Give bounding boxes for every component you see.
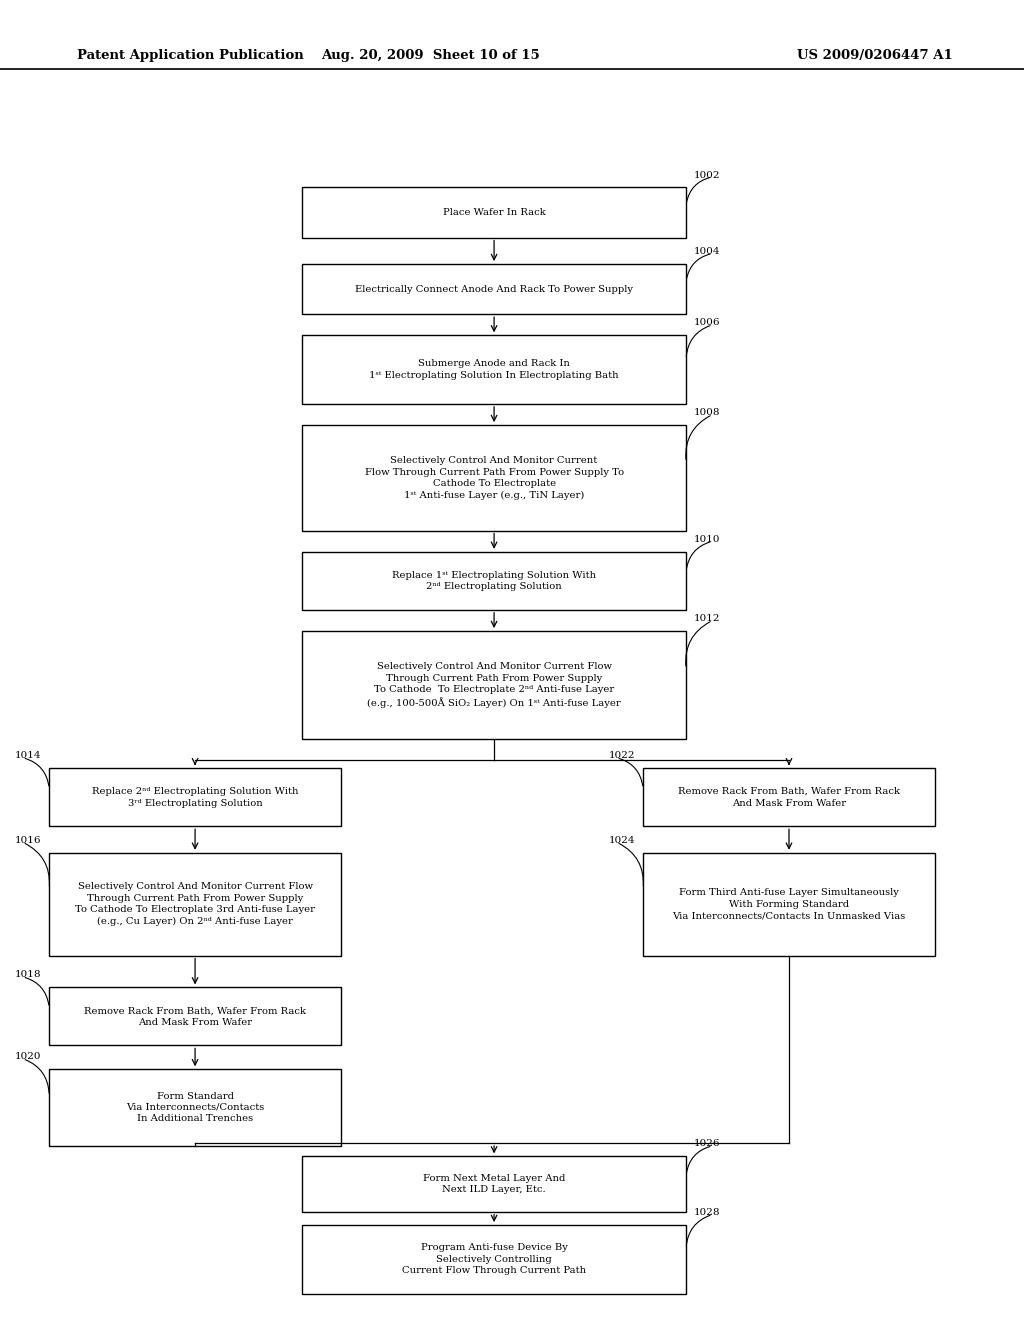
Text: 1008: 1008 (694, 408, 721, 417)
Bar (302, 335, 686, 404)
Text: Replace 2ⁿᵈ Electroplating Solution With
3ʳᵈ Electroplating Solution: Replace 2ⁿᵈ Electroplating Solution With… (92, 787, 298, 808)
Text: 1006: 1006 (694, 318, 721, 327)
Text: Submerge Anode and Rack In
1ˢᵗ Electroplating Solution In Electroplating Bath: Submerge Anode and Rack In 1ˢᵗ Electropl… (370, 359, 618, 380)
Text: 1010: 1010 (694, 535, 721, 544)
Text: 1014: 1014 (14, 751, 41, 760)
Text: Program Anti-fuse Device By
Selectively Controlling
Current Flow Through Current: Program Anti-fuse Device By Selectively … (402, 1243, 586, 1275)
Bar (49, 853, 341, 956)
Bar (302, 425, 686, 531)
Text: Remove Rack From Bath, Wafer From Rack
And Mask From Wafer: Remove Rack From Bath, Wafer From Rack A… (84, 1006, 306, 1027)
Bar (643, 853, 935, 956)
Text: Electrically Connect Anode And Rack To Power Supply: Electrically Connect Anode And Rack To P… (355, 285, 633, 293)
Text: US 2009/0206447 A1: US 2009/0206447 A1 (797, 49, 952, 62)
Text: Selectively Control And Monitor Current Flow
Through Current Path From Power Sup: Selectively Control And Monitor Current … (368, 663, 621, 708)
Bar (49, 987, 341, 1045)
Text: Form Next Metal Layer And
Next ILD Layer, Etc.: Form Next Metal Layer And Next ILD Layer… (423, 1173, 565, 1195)
Bar (49, 768, 341, 826)
Text: 1004: 1004 (694, 247, 721, 256)
Text: 1020: 1020 (14, 1052, 41, 1061)
Text: Form Standard
Via Interconnects/Contacts
In Additional Trenches: Form Standard Via Interconnects/Contacts… (126, 1092, 264, 1123)
Text: Selectively Control And Monitor Current
Flow Through Current Path From Power Sup: Selectively Control And Monitor Current … (365, 457, 624, 499)
Text: Replace 1ˢᵗ Electroplating Solution With
2ⁿᵈ Electroplating Solution: Replace 1ˢᵗ Electroplating Solution With… (392, 570, 596, 591)
Bar (302, 631, 686, 739)
Bar (302, 1225, 686, 1294)
Text: Form Third Anti-fuse Layer Simultaneously
With Forming Standard
Via Interconnect: Form Third Anti-fuse Layer Simultaneousl… (673, 888, 905, 920)
Text: 1022: 1022 (608, 751, 635, 760)
Text: 1018: 1018 (14, 970, 41, 979)
Text: 1028: 1028 (694, 1208, 721, 1217)
Bar (302, 552, 686, 610)
Text: Selectively Control And Monitor Current Flow
Through Current Path From Power Sup: Selectively Control And Monitor Current … (75, 883, 315, 925)
Bar (302, 187, 686, 238)
Text: 1012: 1012 (694, 614, 721, 623)
Text: 1024: 1024 (608, 836, 635, 845)
Text: 1016: 1016 (14, 836, 41, 845)
Text: Remove Rack From Bath, Wafer From Rack
And Mask From Wafer: Remove Rack From Bath, Wafer From Rack A… (678, 787, 900, 808)
Bar (302, 1156, 686, 1212)
Bar (643, 768, 935, 826)
Bar (49, 1069, 341, 1146)
Text: Patent Application Publication: Patent Application Publication (77, 49, 303, 62)
Text: 1002: 1002 (694, 170, 721, 180)
Text: 1026: 1026 (694, 1139, 721, 1148)
Bar (302, 264, 686, 314)
Text: Place Wafer In Rack: Place Wafer In Rack (442, 209, 546, 216)
Text: Aug. 20, 2009  Sheet 10 of 15: Aug. 20, 2009 Sheet 10 of 15 (321, 49, 540, 62)
